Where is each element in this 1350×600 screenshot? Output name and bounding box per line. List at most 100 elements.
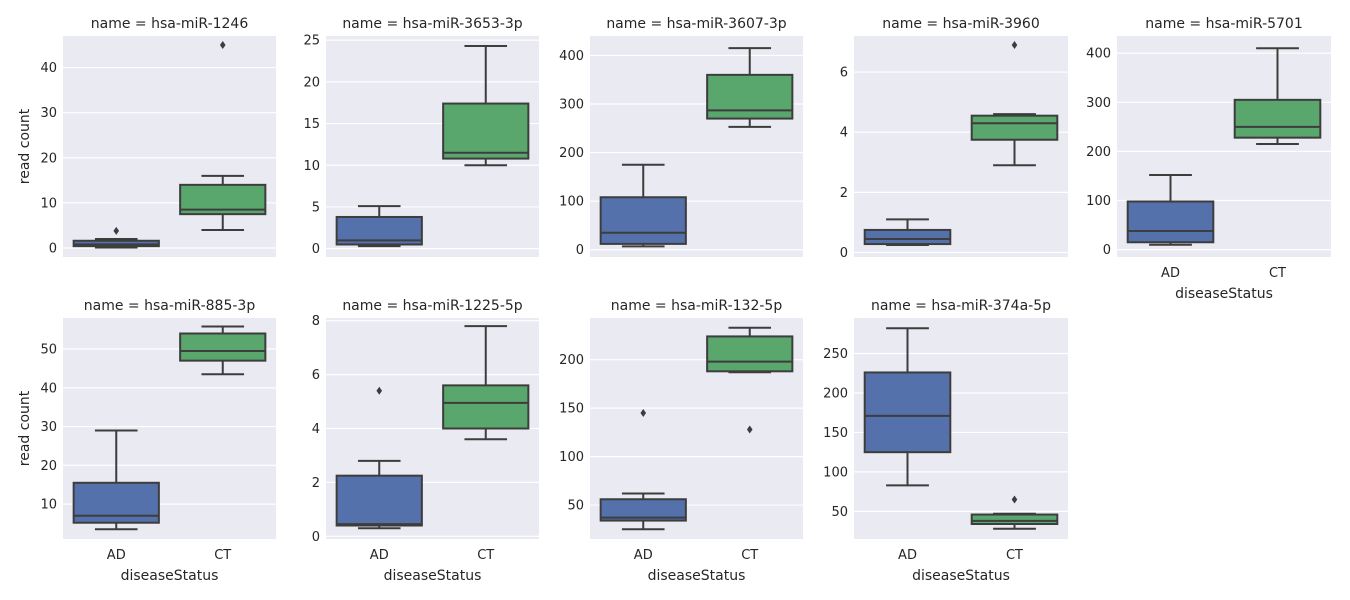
- box-ct: [706, 47, 794, 128]
- facet-panel: 0 5 10 15 20 25 name = hsa-miR-3653-3p: [303, 16, 539, 257]
- x-tick-label: AD: [898, 548, 917, 563]
- box-body: [706, 73, 794, 120]
- x-axis-label: diseaseStatus: [121, 568, 219, 584]
- y-tick-label: 2: [840, 186, 848, 201]
- x-tick-label: AD: [370, 548, 389, 563]
- outlier-point: [113, 226, 120, 235]
- y-tick-label: 0: [840, 246, 848, 261]
- box-ct: [179, 325, 267, 376]
- y-tick-label: 5: [312, 200, 320, 215]
- y-tick-label: 25: [303, 34, 320, 49]
- facet-panel: 0 100 200 300 400 name = hsa-miR-3607-3p: [559, 16, 803, 258]
- box-body: [599, 196, 687, 245]
- y-tick-label: 200: [823, 386, 848, 401]
- y-tick-label: 0: [312, 242, 320, 257]
- panel-title: name = hsa-miR-3607-3p: [606, 16, 786, 32]
- y-tick-label: 20: [303, 75, 320, 90]
- y-tick-label: 40: [40, 61, 57, 76]
- outlier-point: [219, 41, 226, 50]
- box-body: [706, 335, 794, 373]
- y-tick-label: 50: [40, 343, 57, 358]
- y-tick-label: 150: [823, 426, 848, 441]
- panel-background: [854, 36, 1068, 257]
- y-tick-label: 0: [1103, 243, 1111, 258]
- y-tick-label: 8: [312, 314, 320, 329]
- box-ad: [599, 163, 687, 248]
- box-body: [179, 332, 267, 362]
- y-tick-label: 20: [40, 151, 57, 166]
- y-tick-label: 10: [303, 159, 320, 174]
- x-axis-label: diseaseStatus: [648, 568, 746, 584]
- facet-panel: 10 20 30 40 50 name = hsa-miR-885-3p read coun…: [17, 298, 276, 584]
- y-tick-label: 0: [312, 530, 320, 545]
- y-tick-label: 300: [559, 98, 584, 113]
- y-tick-label: 50: [831, 505, 848, 520]
- box-body: [970, 114, 1059, 141]
- x-tick-label: AD: [107, 548, 126, 563]
- box-body: [442, 384, 530, 430]
- box-ct: [442, 325, 530, 441]
- y-tick-label: 0: [576, 243, 584, 258]
- x-tick-label: CT: [214, 548, 231, 563]
- box-body: [1126, 200, 1215, 244]
- y-tick-label: 30: [40, 106, 57, 121]
- y-tick-label: 100: [823, 465, 848, 480]
- y-tick-label: 30: [40, 420, 57, 435]
- box-body: [335, 474, 423, 527]
- panel-title: name = hsa-miR-1246: [91, 16, 249, 32]
- box-ct: [970, 495, 1059, 530]
- box-body: [599, 498, 687, 522]
- x-tick-label: AD: [634, 548, 653, 563]
- facet-panel: 0 2 4 6 name = hsa-miR-3960: [840, 16, 1068, 261]
- facet-panel: 0 10 20 30 40 name = hsa-miR-1246 read count: [17, 16, 276, 257]
- y-tick-label: 100: [559, 195, 584, 210]
- x-tick-label: CT: [477, 548, 494, 563]
- panel-title: name = hsa-miR-3653-3p: [342, 16, 522, 32]
- box-ct: [179, 41, 267, 231]
- box-ct: [970, 41, 1059, 167]
- box-body: [863, 371, 952, 454]
- panel-title: name = hsa-miR-5701: [1145, 16, 1303, 32]
- y-tick-label: 400: [1086, 47, 1111, 62]
- y-tick-label: 100: [1086, 194, 1111, 209]
- y-tick-label: 200: [1086, 145, 1111, 160]
- box-ad: [1126, 173, 1215, 246]
- panel-title: name = hsa-miR-3960: [882, 16, 1040, 32]
- panel-background: [63, 36, 276, 257]
- facet-panel: 0 100 200 300 400 name = hsa-miR-5701 AD CT dise…: [1086, 16, 1331, 302]
- x-tick-label: CT: [1269, 266, 1286, 281]
- y-tick-label: 4: [840, 126, 848, 141]
- y-tick-label: 100: [559, 450, 584, 465]
- x-tick-label: AD: [1161, 266, 1180, 281]
- y-tick-label: 200: [559, 353, 584, 368]
- box-ad: [599, 408, 687, 531]
- x-axis-label: diseaseStatus: [912, 568, 1010, 584]
- y-tick-label: 150: [559, 402, 584, 417]
- box-body: [1233, 98, 1322, 139]
- y-tick-label: 2: [312, 476, 320, 491]
- y-tick-label: 20: [40, 459, 57, 474]
- panel-title: name = hsa-miR-1225-5p: [342, 298, 522, 314]
- facet-panel: 50 100 150 200 name = hsa-miR-132-5p AD CT dise…: [559, 298, 803, 584]
- box-ct: [1233, 47, 1322, 146]
- panel-title: name = hsa-miR-374a-5p: [871, 298, 1051, 314]
- box-ad: [72, 429, 160, 531]
- x-axis-label: diseaseStatus: [1175, 286, 1273, 302]
- y-tick-label: 6: [312, 368, 320, 383]
- y-tick-label: 6: [840, 66, 848, 81]
- x-tick-label: CT: [1006, 548, 1023, 563]
- outlier-point: [1011, 41, 1018, 50]
- x-axis-label: diseaseStatus: [384, 568, 482, 584]
- outlier-point: [376, 386, 383, 395]
- box-ad: [863, 327, 952, 487]
- y-tick-label: 15: [303, 117, 320, 132]
- y-tick-label: 0: [49, 241, 57, 256]
- box-body: [442, 102, 530, 160]
- y-axis-label: read count: [17, 390, 33, 466]
- box-ad: [335, 205, 423, 248]
- box-body: [863, 228, 952, 246]
- y-tick-label: 10: [40, 498, 57, 513]
- x-tick-label: CT: [741, 548, 758, 563]
- y-tick-label: 4: [312, 422, 320, 437]
